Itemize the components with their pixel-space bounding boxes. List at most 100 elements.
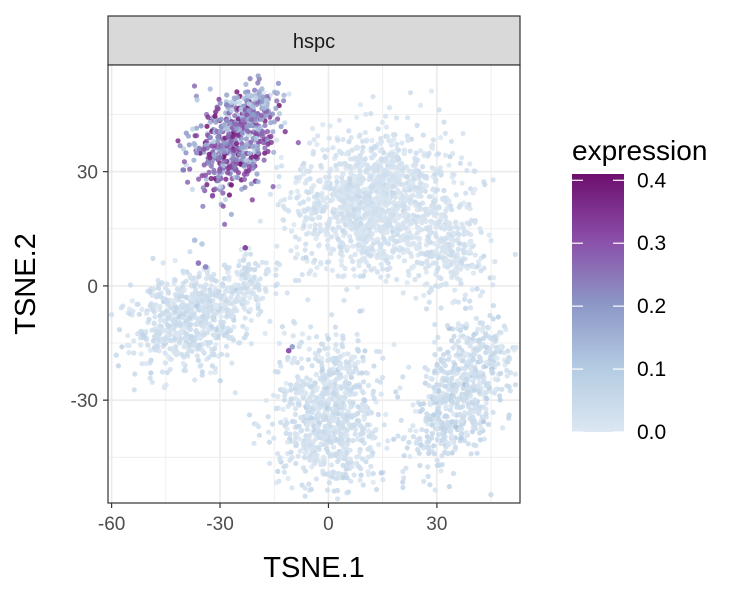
data-point: [225, 333, 231, 339]
data-point: [398, 417, 404, 423]
data-point: [305, 205, 311, 212]
data-point: [281, 197, 287, 203]
data-point: [322, 154, 328, 160]
data-point: [172, 298, 178, 304]
data-point: [426, 445, 432, 452]
data-point: [357, 228, 363, 234]
data-point: [221, 275, 227, 282]
data-point: [366, 198, 372, 204]
data-point: [425, 473, 431, 479]
data-point: [350, 187, 356, 193]
data-point: [303, 241, 309, 247]
data-point: [308, 324, 314, 330]
data-point: [335, 496, 341, 502]
data-point: [453, 221, 459, 227]
data-point: [354, 114, 360, 120]
data-point: [351, 266, 357, 272]
data-point: [163, 335, 169, 341]
data-point: [421, 401, 427, 407]
data-point: [431, 443, 437, 449]
data-point: [223, 343, 230, 349]
data-point: [278, 419, 284, 425]
data-point: [443, 218, 449, 224]
data-point: [481, 419, 487, 425]
data-point: [464, 220, 470, 226]
data-point: [435, 255, 441, 261]
data-point: [414, 245, 420, 251]
data-point: [461, 241, 467, 247]
data-point: [433, 176, 439, 182]
data-point: [253, 96, 259, 102]
data-point: [466, 242, 472, 248]
data-point: [338, 394, 344, 400]
data-point: [343, 385, 349, 391]
data-point: [312, 222, 318, 228]
data-point: [446, 484, 452, 490]
data-point: [166, 354, 172, 360]
data-point: [259, 133, 265, 139]
data-point: [323, 446, 330, 452]
data-point: [442, 130, 448, 136]
data-point: [346, 213, 352, 219]
data-point: [341, 475, 347, 481]
data-point: [495, 361, 501, 367]
data-point: [175, 337, 181, 343]
data-point: [346, 139, 352, 145]
data-point: [203, 138, 209, 144]
data-point: [475, 383, 481, 389]
data-point: [384, 170, 390, 176]
data-point: [358, 438, 365, 444]
data-point: [421, 174, 427, 180]
data-point: [512, 382, 519, 388]
data-point: [193, 287, 199, 293]
data-point: [214, 305, 220, 311]
data-point: [194, 353, 200, 359]
data-point: [334, 179, 340, 185]
data-point: [377, 179, 383, 185]
data-point: [225, 127, 231, 133]
data-point: [472, 351, 478, 357]
data-point: [354, 331, 360, 337]
data-point: [325, 147, 331, 153]
x-tick-label: 30: [426, 514, 447, 535]
data-point: [301, 165, 307, 171]
data-point: [161, 384, 168, 390]
data-point: [512, 251, 518, 257]
data-point: [490, 303, 496, 309]
data-point: [223, 298, 229, 304]
data-point: [377, 349, 383, 355]
data-point: [310, 419, 316, 426]
data-point: [244, 93, 251, 99]
data-point: [191, 140, 197, 147]
data-point: [404, 241, 410, 247]
data-point: [237, 99, 243, 105]
data-point: [298, 414, 304, 421]
data-point: [154, 328, 160, 334]
data-point: [234, 141, 240, 147]
data-point: [507, 370, 514, 376]
data-point: [395, 188, 401, 194]
data-point: [472, 219, 478, 225]
data-point: [338, 453, 344, 459]
data-point: [329, 246, 336, 252]
data-point: [230, 133, 236, 140]
data-point: [320, 122, 326, 128]
data-point: [324, 259, 330, 265]
y-tick-label: -30: [71, 391, 98, 412]
data-point: [455, 230, 461, 236]
data-point: [512, 371, 518, 377]
data-point: [282, 120, 288, 126]
data-point: [365, 206, 371, 213]
data-point: [295, 401, 301, 407]
data-point: [376, 248, 382, 254]
data-point: [362, 244, 368, 250]
data-point: [235, 170, 241, 176]
data-point: [199, 372, 205, 378]
data-point: [395, 204, 401, 210]
data-point: [305, 190, 312, 196]
data-point: [335, 137, 341, 143]
data-point: [334, 167, 340, 173]
data-point: [337, 251, 343, 257]
data-point: [420, 132, 426, 138]
data-point: [338, 205, 344, 211]
